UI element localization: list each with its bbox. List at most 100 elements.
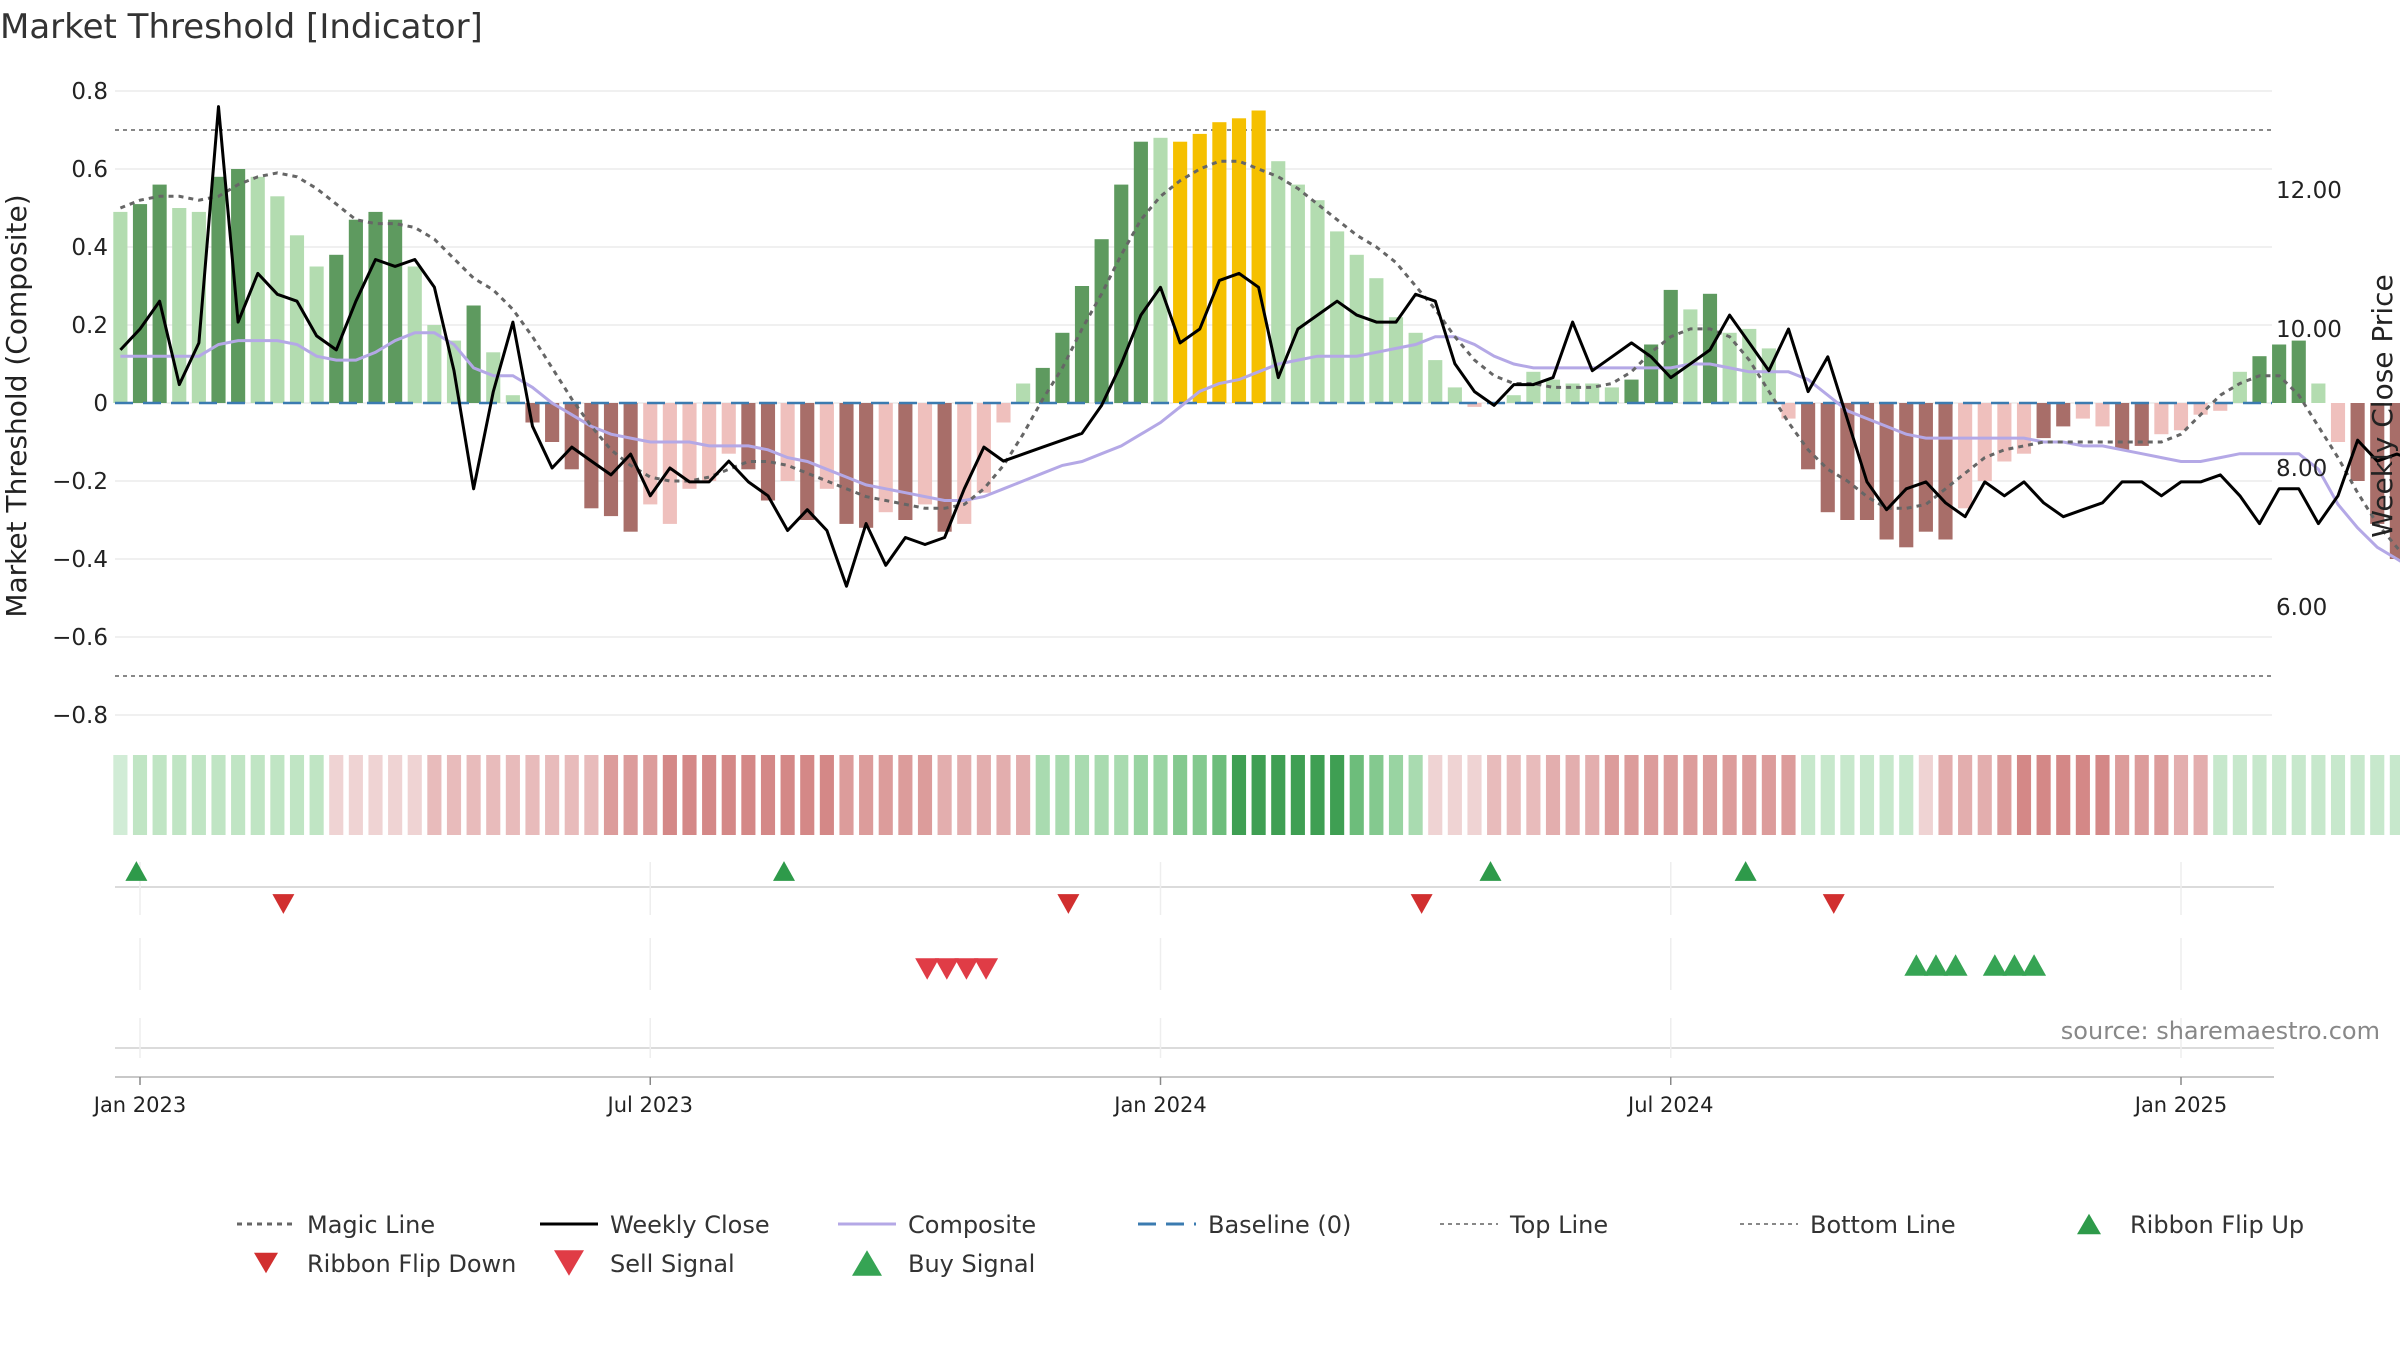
ribbon-cell [2115, 755, 2130, 835]
composite-bars [113, 110, 2400, 559]
ribbon-cell [1859, 755, 1875, 835]
ribbon-cell [721, 755, 736, 835]
composite-bar [702, 403, 717, 481]
ribbon-cell [2291, 755, 2306, 835]
ribbon-cell [1035, 755, 1050, 835]
ribbon-cell [2370, 755, 2385, 835]
legend-item: Baseline (0) [1138, 1211, 1351, 1239]
ribbon-cell [1153, 755, 1168, 835]
composite-bar [1428, 360, 1443, 403]
buy-signal-marker [2022, 954, 2047, 976]
y-tick-label: 0.6 [71, 157, 108, 183]
composite-bar [1918, 403, 1933, 532]
right-y-axis: 12.00 10.00 8.00 6.00 [2276, 178, 2342, 621]
composite-bar [388, 219, 403, 403]
composite-bar [1447, 387, 1462, 403]
ribbon-cell [407, 755, 422, 835]
composite-bar [878, 403, 893, 513]
ribbon-cell [1173, 755, 1188, 835]
sell-signal-marker [954, 958, 979, 980]
composite-bar [2016, 403, 2032, 454]
composite-bar [1859, 403, 1875, 520]
ribbon-cell [1977, 755, 1992, 835]
ribbon-cell [1212, 755, 1227, 835]
composite-bar [1016, 383, 1031, 403]
ribbon-cell [1290, 755, 1305, 835]
legend-label: Ribbon Flip Up [2130, 1211, 2304, 1239]
ribbon-cell [957, 755, 972, 835]
composite-bar [1310, 200, 1325, 403]
ribbon-cell [878, 755, 893, 835]
y2-tick-label: 8.00 [2276, 456, 2327, 482]
composite-bar [486, 352, 501, 403]
series-lines [119, 105, 2400, 588]
ribbon-cell [191, 755, 206, 835]
legend-label: Buy Signal [908, 1250, 1035, 1278]
ribbon-cell [1114, 755, 1129, 835]
ribbon-cell [1722, 755, 1737, 835]
legend-swatch [852, 1250, 882, 1276]
ribbon-cell [2272, 755, 2287, 835]
composite-bar [1035, 367, 1050, 403]
composite-bar [1781, 403, 1796, 419]
ribbon-cell [1408, 755, 1423, 835]
x-axis: Jan 2023 Jul 2023 Jan 2024 Jul 2024 Jan 2025… [92, 1076, 2274, 1117]
legend: Magic Line Weekly Close Composite Baseline … [237, 1211, 2304, 1278]
ribbon-cell [1055, 755, 1070, 835]
ribbon-flip-down-marker [272, 894, 295, 914]
ribbon-cell [132, 755, 148, 835]
composite-bar [1526, 371, 1541, 403]
composite-bar [1977, 403, 1992, 481]
composite-bar [2115, 403, 2130, 450]
composite-bar [545, 403, 560, 442]
composite-bar [1153, 137, 1168, 404]
y-tick-label: 0.2 [71, 313, 108, 339]
composite-bar [270, 196, 285, 403]
y-tick-label: −0.8 [52, 703, 108, 729]
composite-bar [2056, 403, 2071, 427]
ribbon-cell [2232, 755, 2247, 835]
ribbon-cell [2075, 755, 2090, 835]
composite-bar [368, 211, 383, 403]
ribbon-cell [1565, 755, 1580, 835]
ribbon-cell [113, 755, 128, 835]
composite-bar [682, 403, 697, 489]
composite-bar [603, 403, 619, 517]
legend-item: Sell Signal [554, 1250, 735, 1278]
ribbon-cell [446, 755, 462, 835]
signal-panels [115, 861, 2274, 1078]
legend-label: Ribbon Flip Down [307, 1250, 516, 1278]
legend-item: Buy Signal [852, 1250, 1035, 1278]
ribbon-flip-down-marker [1822, 894, 1845, 914]
ribbon-cell [348, 755, 363, 835]
ribbon-cell [1271, 755, 1286, 835]
ribbon-cell [1840, 755, 1855, 835]
composite-bar [1545, 379, 1561, 403]
composite-bar [1369, 278, 1384, 403]
ribbon-cell [996, 755, 1011, 835]
composite-bar [1899, 403, 1914, 548]
ribbon-cell [1781, 755, 1796, 835]
ribbon-cell [839, 755, 854, 835]
composite-bar [1820, 403, 1835, 513]
ribbon-cell [1428, 755, 1443, 835]
ribbon-cell [1349, 755, 1364, 835]
x-tick-label: Jul 2023 [606, 1093, 693, 1117]
ribbon-cell [1879, 755, 1894, 835]
composite-bar [2173, 403, 2189, 431]
ribbon-cell [741, 755, 756, 835]
composite-bar [2213, 403, 2228, 411]
composite-bar [152, 184, 167, 403]
composite-bar [859, 403, 874, 528]
ribbon-cell [368, 755, 383, 835]
legend-swatch [254, 1252, 278, 1274]
ribbon-cell [1094, 755, 1109, 835]
buy-signal-marker [1904, 954, 1929, 976]
ribbon-cell [2252, 755, 2267, 835]
chart-title: Market Threshold [Indicator] [0, 7, 483, 47]
composite-bar [2252, 356, 2267, 403]
composite-bar [1801, 403, 1816, 470]
ribbon-cell [1487, 755, 1502, 835]
ribbon-cell [309, 755, 324, 835]
ribbon-cell [1742, 755, 1757, 835]
